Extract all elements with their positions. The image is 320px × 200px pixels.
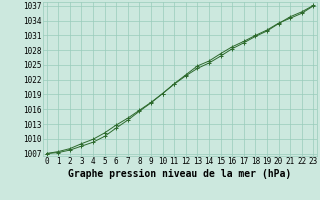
X-axis label: Graphe pression niveau de la mer (hPa): Graphe pression niveau de la mer (hPa) <box>68 169 292 179</box>
